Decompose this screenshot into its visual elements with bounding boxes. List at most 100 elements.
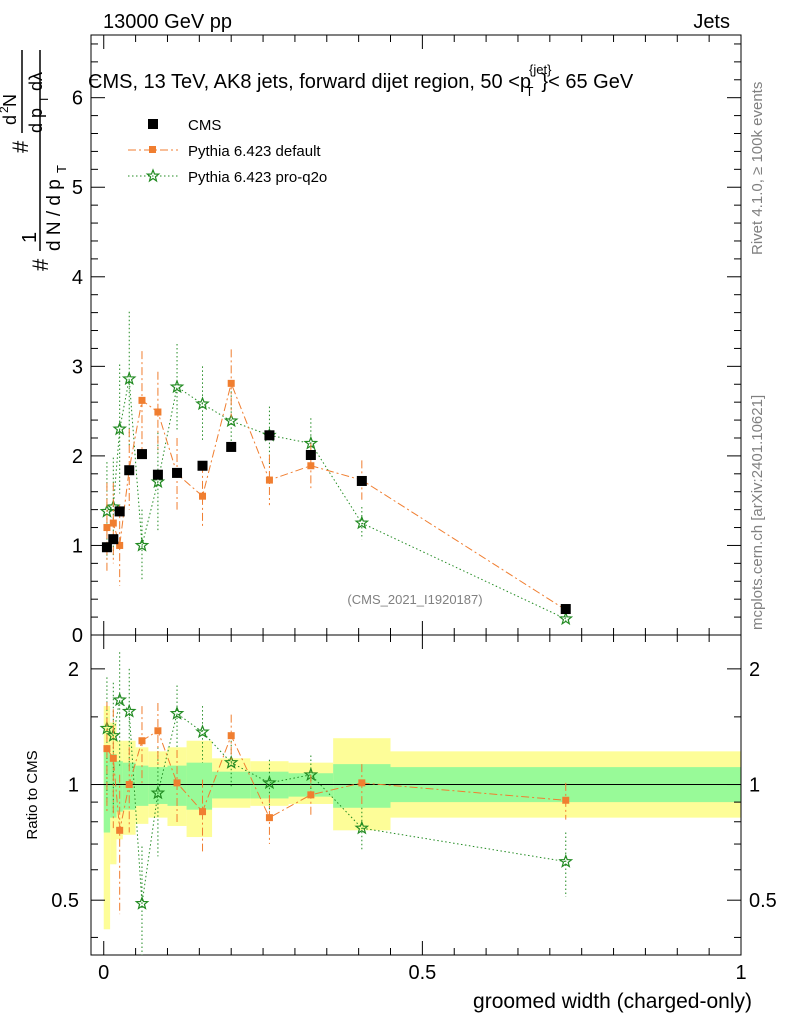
ratio-y-axis-label: Ratio to CMS (24, 750, 41, 839)
ratio-y-tick-label: 0.5 (51, 890, 79, 912)
ratio-pythia-proq2o-point (121, 703, 137, 718)
ratio-axis-ticks: 0.5 0.5 1 1 2 2 0 0.5 1 (51, 635, 777, 984)
ratio-y-tick-label: 1 (68, 775, 79, 797)
ratio-plot-data (99, 652, 574, 955)
pythia-proq2o-point (169, 379, 185, 394)
ratio-pythia-default-point (358, 779, 366, 787)
ratio-uncertainty-bands (103, 706, 741, 930)
chart-title: CMS, 13 TeV, AK8 jets, forward dijet reg… (88, 62, 634, 99)
ratio-pythia-default-point (173, 779, 181, 787)
main-y-axis-label: # 1 d N / d p T # d 2 N d p T dλ (0, 50, 69, 271)
ratio-pythia-proq2o-point (223, 755, 239, 769)
ratio-frame (90, 634, 742, 956)
ratio-pythia-proq2o-point (262, 775, 277, 790)
ratio-inner-band (186, 762, 213, 810)
ratio-pythia-proq2o-point (134, 895, 150, 910)
pythia-proq2o-point (121, 371, 137, 386)
ratio-pythia-default-point (116, 826, 124, 834)
pythia-default-point (199, 492, 207, 500)
pythia-default-line (106, 381, 567, 611)
pythia-default-point (265, 476, 273, 484)
legend-marker-cms (148, 119, 158, 129)
cms-point (136, 449, 147, 460)
cms-point (197, 460, 208, 471)
cms-point (305, 450, 316, 460)
svg-text:d p: d p (26, 108, 46, 133)
pythia-proq2o-line (106, 378, 567, 620)
pythia-proq2o-point (558, 611, 574, 626)
legend-entry-pythia-proq2o: Pythia 6.423 pro-q2o (128, 168, 327, 186)
cms-point (108, 534, 119, 545)
x-tick-label: 0 (98, 962, 109, 984)
main-y-tick-label: 1 (72, 535, 83, 557)
svg-text:#: # (8, 140, 33, 153)
x-tick-label: 0.5 (408, 962, 436, 984)
legend-label-pythia-default: Pythia 6.423 default (188, 143, 321, 160)
ratio-y-tick-label-right: 0.5 (749, 890, 777, 912)
ratio-pythia-default-series (103, 701, 570, 915)
pythia-default-point (227, 379, 235, 387)
legend-label-cms: CMS (188, 117, 221, 134)
ratio-pythia-proq2o-point (150, 785, 166, 800)
category-label: Jets (693, 11, 730, 33)
cms-point (264, 430, 275, 441)
cms-point (152, 469, 163, 480)
ratio-pythia-proq2o-point (112, 692, 128, 707)
svg-text:T: T (37, 95, 51, 103)
energy-label: 13000 GeV pp (103, 11, 232, 33)
legend-entry-cms: CMS (148, 117, 221, 134)
main-y-tick-label: 6 (72, 88, 83, 110)
cms-point (226, 441, 237, 452)
ratio-y-tick-label: 2 (68, 659, 79, 681)
svg-text:dλ: dλ (26, 72, 46, 91)
pythia-default-point (103, 524, 111, 532)
legend: CMS Pythia 6.423 default Pythia 6.423 pr… (128, 117, 327, 186)
pythia-proq2o-point (112, 421, 128, 436)
ratio-pythia-default-point (138, 737, 146, 745)
ratio-pythia-proq2o-point (195, 724, 210, 739)
svg-text:1: 1 (19, 232, 41, 243)
svg-text:N: N (0, 94, 20, 107)
svg-text:d N / d p: d N / d p (44, 179, 65, 251)
main-y-tick-label: 2 (72, 446, 83, 468)
pythia-default-point (307, 462, 315, 470)
pythia-proq2o-point (354, 515, 370, 530)
cms-point (356, 475, 367, 486)
x-axis-label: groomed width (charged-only) (473, 990, 752, 1013)
x-tick-label: 1 (735, 962, 746, 984)
pythia-default-point (116, 541, 124, 549)
ratio-pythia-default-point (307, 791, 315, 799)
pythia-default-point (138, 396, 146, 404)
pythia-proq2o-point (134, 537, 150, 552)
ratio-pythia-proq2o-point (169, 705, 185, 720)
ratio-pythia-default-point (199, 808, 207, 816)
ratio-pythia-default-point (103, 745, 111, 753)
main-y-tick-label: 0 (72, 625, 83, 647)
ratio-pythia-proq2o-point (558, 853, 574, 868)
analysis-watermark: (CMS_2021_I1920187) (347, 592, 482, 607)
svg-text:2: 2 (0, 106, 11, 113)
pythia-proq2o-point (150, 474, 166, 489)
ratio-pythia-proq2o-point (354, 820, 370, 835)
legend-entry-pythia-default: Pythia 6.423 default (128, 143, 321, 160)
ratio-pythia-default-point (154, 727, 162, 735)
ratio-pythia-default-point (227, 732, 235, 740)
legend-label-pythia-proq2o: Pythia 6.423 pro-q2o (188, 169, 327, 186)
svg-text:#: # (28, 258, 53, 271)
cms-point (124, 465, 135, 476)
ratio-inner-band (135, 765, 149, 806)
pythia-proq2o-series (99, 311, 574, 626)
pythia-proq2o-point (99, 503, 115, 518)
svg-text:T: T (54, 165, 69, 173)
mcplots-reference-label: mcplots.cern.ch [arXiv:2401.10621] (749, 395, 766, 630)
legend-marker-pythia-default (149, 146, 156, 153)
ratio-pythia-default-point (125, 781, 133, 789)
main-y-tick-label: 3 (72, 356, 83, 378)
pythia-proq2o-point (105, 499, 121, 514)
ratio-y-tick-label-right: 1 (749, 775, 760, 797)
main-plot-data (99, 311, 574, 626)
rivet-version-label: Rivet 4.1.0, ≥ 100k events (749, 82, 766, 255)
main-y-tick-label: 4 (72, 267, 83, 289)
cms-point (172, 467, 183, 478)
